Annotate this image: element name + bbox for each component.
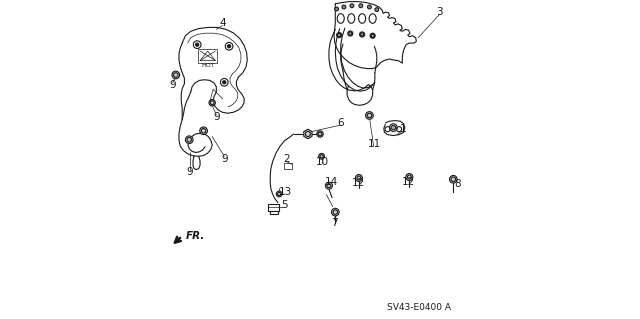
Text: 7: 7	[331, 218, 338, 228]
Circle shape	[337, 33, 342, 38]
Text: SV43-E0400 A: SV43-E0400 A	[387, 303, 451, 312]
Text: 6: 6	[337, 118, 344, 128]
Text: 12: 12	[351, 178, 365, 189]
Circle shape	[449, 175, 457, 183]
Text: HOT: HOT	[201, 63, 214, 68]
Circle shape	[348, 31, 353, 36]
Circle shape	[370, 33, 375, 38]
Circle shape	[391, 125, 396, 130]
Circle shape	[317, 131, 323, 137]
Circle shape	[276, 191, 282, 197]
Circle shape	[367, 5, 371, 9]
Bar	[268, 204, 280, 211]
Circle shape	[375, 8, 379, 11]
Text: 5: 5	[282, 200, 288, 210]
Circle shape	[172, 71, 180, 79]
Circle shape	[360, 32, 365, 37]
Text: 1: 1	[399, 124, 406, 134]
Text: 13: 13	[279, 187, 292, 197]
Circle shape	[342, 5, 346, 9]
Circle shape	[196, 43, 199, 46]
Text: 2: 2	[283, 154, 290, 164]
Text: 8: 8	[454, 179, 461, 189]
Bar	[198, 49, 218, 63]
Circle shape	[350, 4, 354, 8]
Circle shape	[325, 182, 332, 189]
Text: 9: 9	[170, 80, 176, 91]
Circle shape	[355, 174, 362, 182]
Text: 4: 4	[220, 18, 226, 28]
Circle shape	[406, 174, 413, 181]
Circle shape	[200, 127, 207, 135]
Circle shape	[209, 100, 216, 106]
Polygon shape	[304, 129, 312, 139]
Text: 3: 3	[436, 7, 443, 17]
Text: 11: 11	[367, 138, 381, 149]
Circle shape	[335, 7, 339, 11]
Text: 12: 12	[402, 177, 415, 188]
Circle shape	[359, 4, 363, 8]
Text: 9: 9	[221, 154, 228, 164]
Circle shape	[223, 81, 226, 84]
Circle shape	[365, 112, 373, 119]
Circle shape	[227, 45, 230, 48]
Circle shape	[319, 153, 324, 159]
Text: 9: 9	[186, 167, 193, 177]
Circle shape	[186, 136, 193, 144]
Text: 10: 10	[316, 157, 329, 167]
Text: 14: 14	[324, 177, 338, 187]
Text: FR.: FR.	[186, 231, 205, 241]
Text: 9: 9	[213, 112, 220, 122]
Circle shape	[332, 208, 339, 216]
Bar	[270, 211, 278, 214]
